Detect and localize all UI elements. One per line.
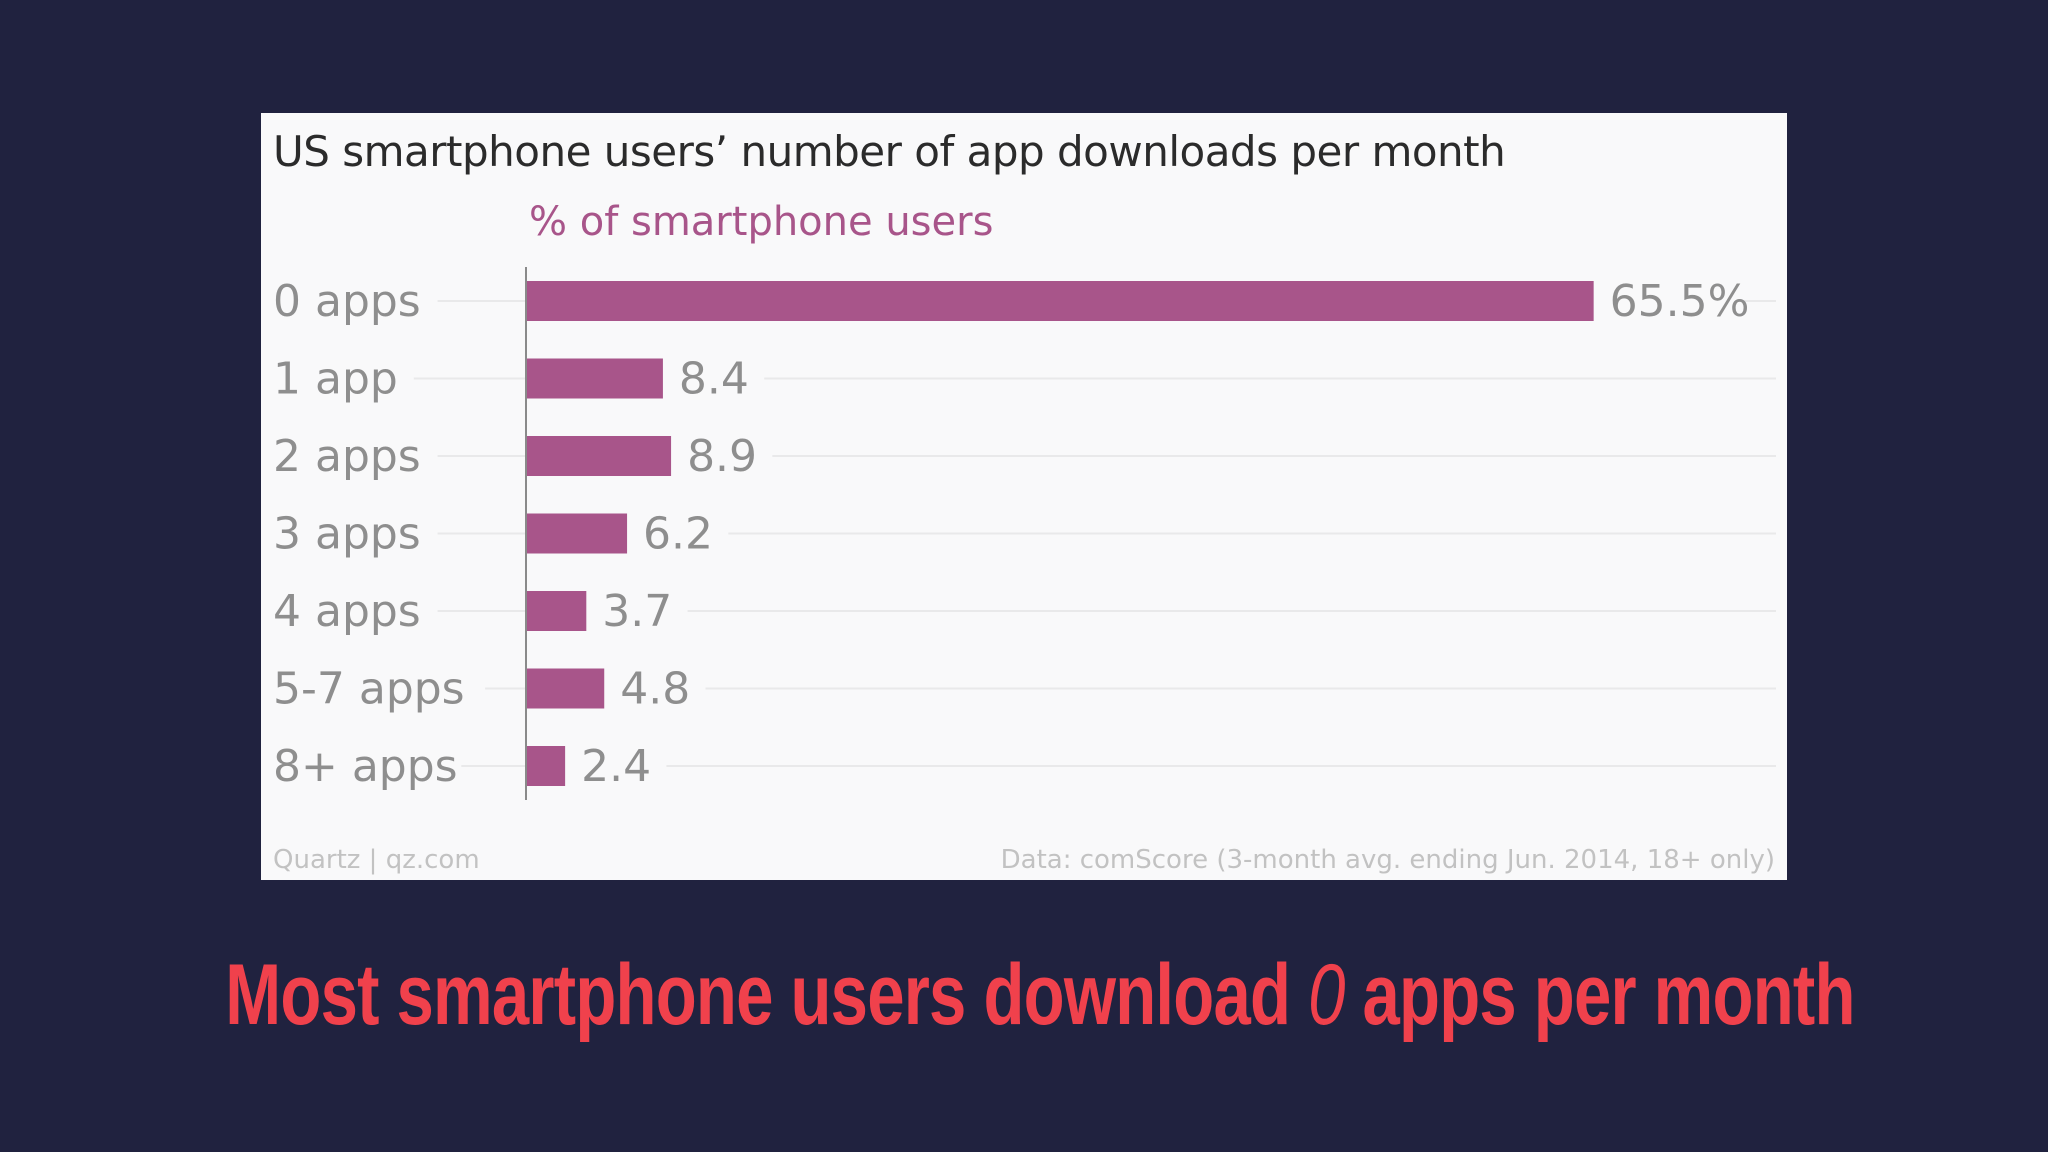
bar [526,513,628,554]
category-label: 8+ apps [273,741,458,792]
bar [526,436,672,476]
category-label: 1 app [273,354,398,405]
source-left: Quartz | qz.com [273,845,480,875]
caption-after: apps per month [1362,947,1855,1043]
value-label: 4.8 [620,664,690,715]
value-label: 8.4 [679,354,749,405]
category-label: 2 apps [273,431,421,482]
bar [526,281,1594,321]
chart-subtitle: % of smartphone users [529,199,993,245]
bar-chart: % of smartphone users 0 apps 65.5% 1 app 8.4… [273,199,1776,875]
bar [526,591,587,631]
value-label: 6.2 [643,509,713,560]
bar [526,358,663,399]
caption-before: Most smartphone users download [225,947,1291,1043]
category-label: 3 apps [273,509,421,560]
caption-emphasis: 0 [1308,947,1345,1043]
category-label: 0 apps [273,276,421,327]
source-right: Data: comScore (3-month avg. ending Jun.… [1001,845,1775,875]
chart-card: US smartphone users’ number of app downl… [261,113,1787,880]
value-label: 65.5% [1610,276,1750,327]
value-label: 3.7 [602,586,672,637]
slide-caption: Most smartphone users download 0 apps pe… [225,946,1855,1045]
bar [526,668,605,709]
value-label: 8.9 [687,431,757,482]
category-label: 4 apps [273,586,421,637]
category-label: 5-7 apps [273,664,465,715]
bar [526,746,566,786]
chart-title: US smartphone users’ number of app downl… [273,127,1506,176]
value-label: 2.4 [581,741,651,792]
